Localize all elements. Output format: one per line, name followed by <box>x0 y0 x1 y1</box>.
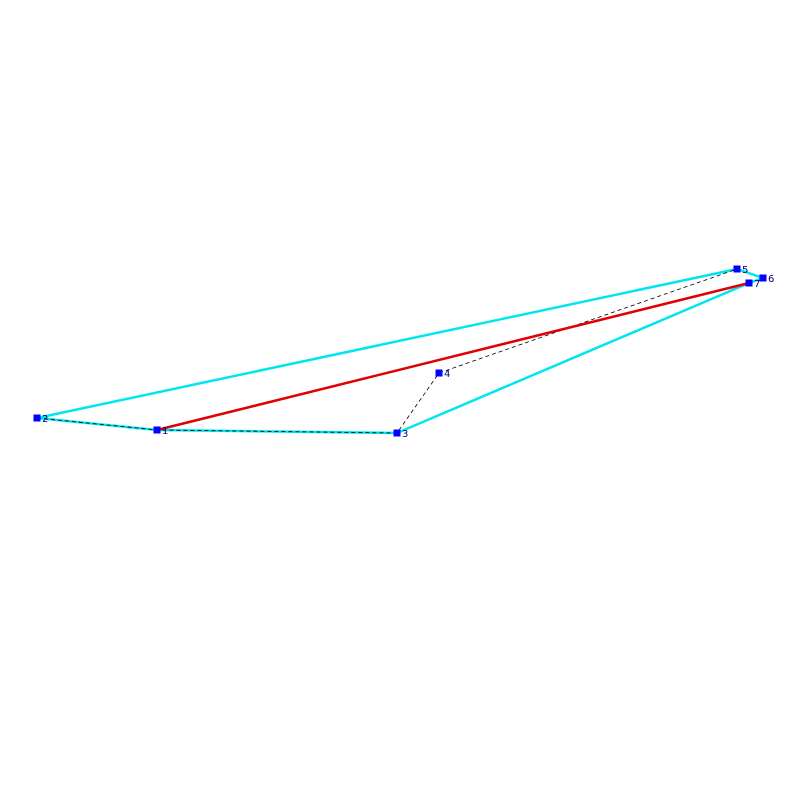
point-marker <box>759 274 767 282</box>
point-marker <box>153 426 161 434</box>
point-label: 5 <box>742 265 748 276</box>
point-2: 2 <box>33 414 48 425</box>
hull-layer <box>36 267 765 435</box>
point-6: 6 <box>759 274 774 285</box>
point-label: 3 <box>402 429 408 440</box>
point-marker <box>745 279 753 287</box>
point-label: 7 <box>754 279 760 290</box>
hull-outline <box>36 267 765 435</box>
point-label: 6 <box>768 274 774 285</box>
points-layer: 1 2 3 4 5 67 <box>33 265 774 440</box>
dashed-path <box>36 268 738 434</box>
point-marker <box>435 369 443 377</box>
point-5: 5 <box>733 265 748 276</box>
point-7: 7 <box>745 279 760 290</box>
point-3: 3 <box>393 429 408 440</box>
point-4: 4 <box>435 369 450 380</box>
dashed-path-layer <box>36 268 738 434</box>
point-marker <box>393 429 401 437</box>
point-marker <box>33 414 41 422</box>
red-path-layer <box>156 281 750 432</box>
point-1: 1 <box>153 426 168 437</box>
red-path-segment <box>156 281 750 432</box>
point-label: 4 <box>444 369 450 380</box>
point-marker <box>733 265 741 273</box>
point-label: 2 <box>42 414 48 425</box>
point-label: 1 <box>162 426 168 437</box>
